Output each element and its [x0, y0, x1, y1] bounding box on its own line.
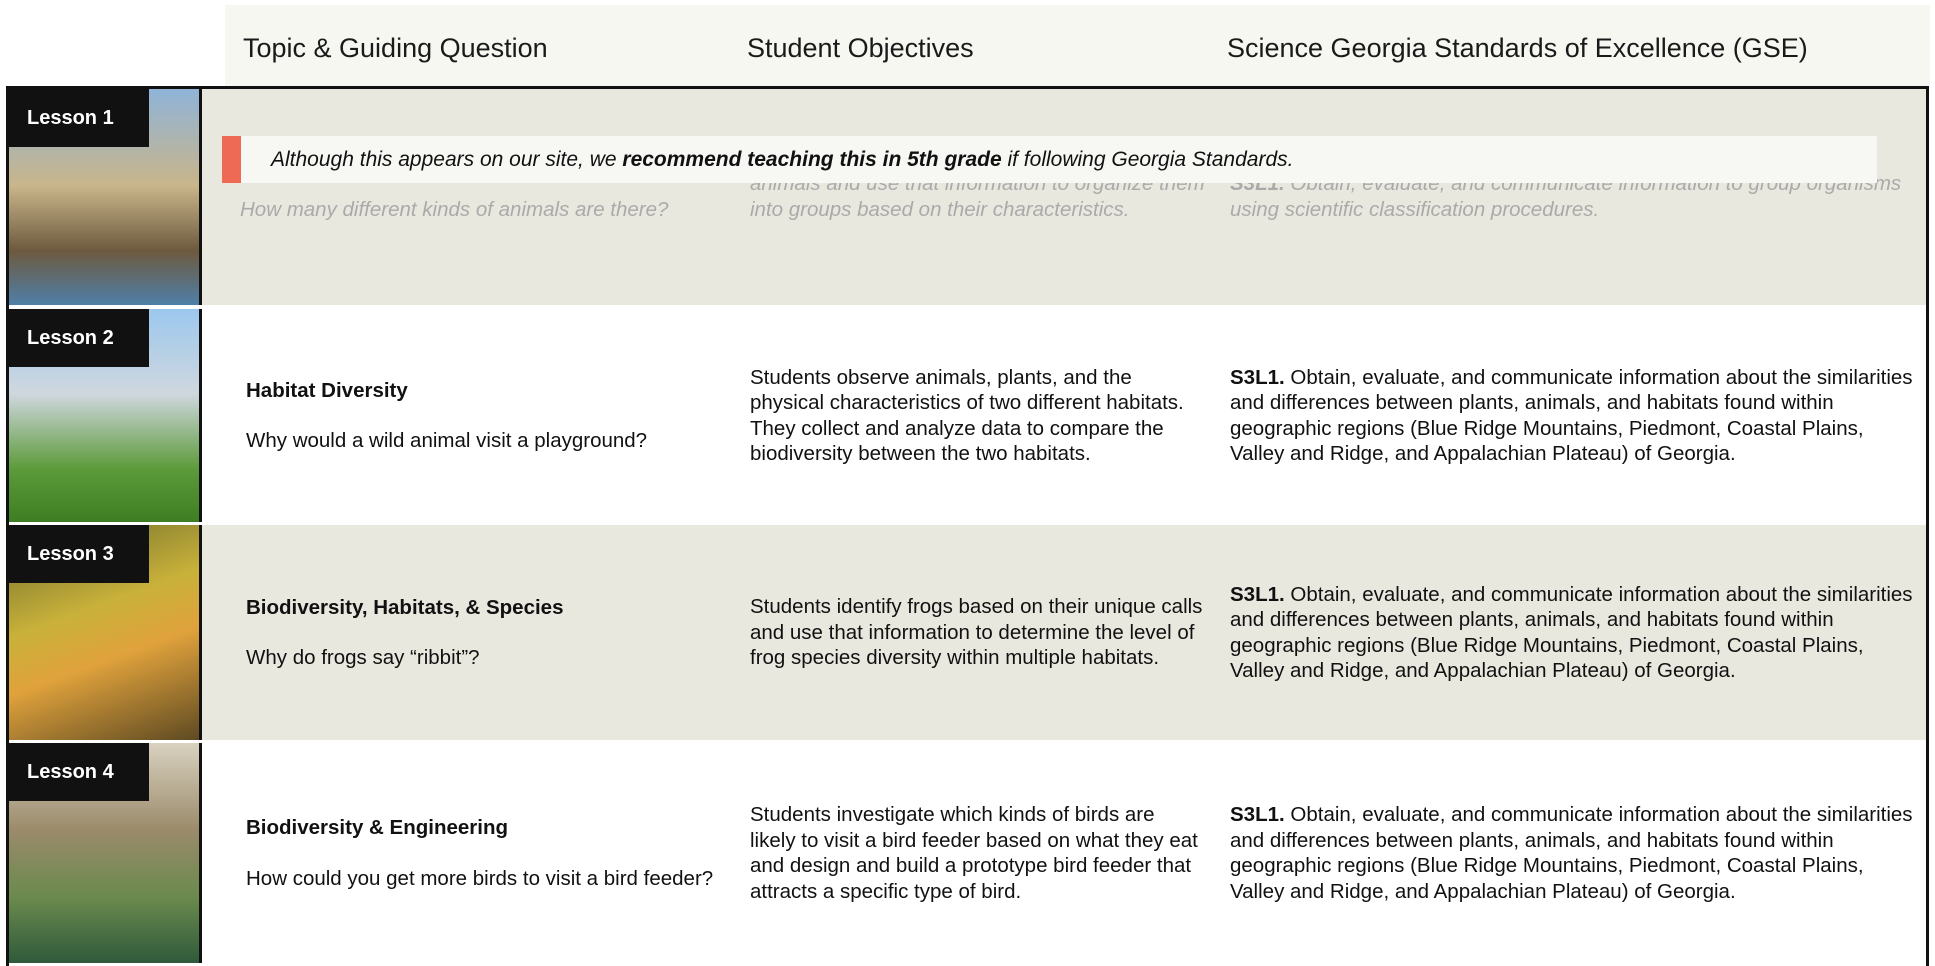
notice-before: Although this appears on our site, we — [271, 147, 623, 171]
topic-title: Biodiversity, Habitats, & Species — [246, 595, 564, 619]
standard-code: S3L1. — [1230, 803, 1285, 826]
notice-after: if following Georgia Standards. — [1001, 147, 1294, 171]
lesson-row: Lesson 2 Habitat Diversity Why would a wil… — [9, 309, 1926, 522]
lessons-table: Lesson 1 How many different kinds of anim… — [6, 86, 1929, 966]
standard-code: S3L1. — [1230, 582, 1285, 606]
notice-accent — [222, 136, 241, 183]
lesson-row: Lesson 4 Biodiversity & Engineering How co… — [9, 743, 1926, 963]
standard-text: Obtain, evaluate, and communicate inform… — [1230, 365, 1913, 466]
guiding-question: How many different kinds of animals are … — [240, 198, 669, 221]
standard-cell: S3L1. Obtain, evaluate, and communicate … — [1230, 525, 1920, 740]
lesson-image: Lesson 1 — [9, 89, 202, 305]
standard: S3L1. Obtain, evaluate, and communicate … — [1230, 582, 1920, 684]
lesson-label: Lesson 4 — [9, 743, 149, 801]
standard: S3L1. Obtain, evaluate, and communicate … — [1230, 802, 1920, 904]
lesson-row: Lesson 1 How many different kinds of anim… — [9, 89, 1926, 305]
standard-cell: S3L1. Obtain, evaluate, and communicate … — [1230, 743, 1920, 963]
lesson-row: Lesson 3 Biodiversity, Habitats, & Specie… — [9, 525, 1926, 740]
objectives-cell: Students investigate which kinds of bird… — [750, 743, 1205, 963]
topic-cell: Habitat Diversity Why would a wild animal… — [246, 309, 726, 522]
notice-bold: recommend teaching this in 5th grade — [622, 147, 1002, 171]
column-header: Science Georgia Standards of Excellence … — [1227, 33, 1808, 63]
column-header: Student Objectives — [747, 33, 974, 63]
standard: S3L1. Obtain, evaluate, and communicate … — [1230, 365, 1920, 467]
topic-cell: Biodiversity, Habitats, & Species Why do … — [246, 525, 726, 740]
standard-cell: S3L1. Obtain, evaluate, and communicate … — [1230, 89, 1920, 305]
objectives-cell: Students observe animals, plants, and th… — [750, 309, 1205, 522]
lesson-label: Lesson 2 — [9, 309, 149, 367]
topic-cell: Biodiversity & Engineering How could you … — [246, 743, 726, 963]
objectives-cell: animals and use that information to orga… — [750, 89, 1205, 305]
notice-text: Although this appears on our site, we re… — [271, 148, 1293, 172]
standard-text: Obtain, evaluate, and communicate inform… — [1230, 803, 1913, 903]
objectives: Students identify frogs based on their u… — [750, 595, 1203, 670]
objectives-cell: Students identify frogs based on their u… — [750, 525, 1205, 740]
objectives: Students investigate which kinds of bird… — [750, 803, 1198, 903]
objectives: Students observe animals, plants, and th… — [750, 365, 1184, 466]
topic-title: Habitat Diversity — [246, 378, 408, 402]
lesson-image: Lesson 3 — [9, 525, 202, 740]
topic-title: Biodiversity & Engineering — [246, 816, 508, 839]
lesson-image: Lesson 2 — [9, 309, 202, 522]
guiding-question: How could you get more birds to visit a … — [246, 866, 714, 890]
lesson-label: Lesson 1 — [9, 89, 149, 147]
notice-banner: Although this appears on our site, we re… — [222, 136, 1877, 183]
topic-cell: How many different kinds of animals are … — [240, 89, 720, 305]
standard-code: S3L1. — [1230, 365, 1285, 389]
table-header: Topic & Guiding Question Student Objectiv… — [225, 5, 1930, 86]
column-header: Topic & Guiding Question — [243, 33, 548, 63]
standard-cell: S3L1. Obtain, evaluate, and communicate … — [1230, 309, 1920, 522]
lesson-image: Lesson 4 — [9, 743, 202, 963]
standard-text: Obtain, evaluate, and communicate inform… — [1230, 582, 1913, 683]
guiding-question: Why would a wild animal visit a playgrou… — [246, 429, 648, 452]
lesson-label: Lesson 3 — [9, 525, 149, 583]
guiding-question: Why do frogs say “ribbit”? — [246, 646, 480, 669]
